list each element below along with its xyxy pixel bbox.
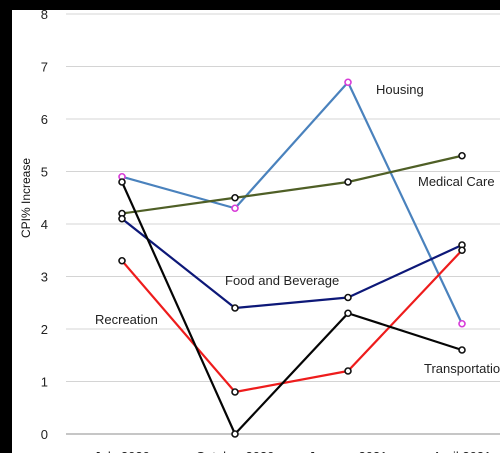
y-tick-label: 1: [41, 375, 48, 390]
data-point-recreation: [344, 367, 352, 375]
series-line-housing: [121, 81, 463, 325]
series-line-food-and-beverage: [121, 217, 463, 310]
data-point-recreation: [118, 256, 126, 265]
series-label-medical-care: Medical Care: [418, 174, 495, 189]
chart-background: [12, 10, 500, 453]
x-tick-label: October 2020: [196, 449, 275, 453]
data-point-food-and-beverage: [344, 293, 352, 302]
y-axis-label: CPI% Increase: [19, 158, 33, 238]
series-label-recreation: Recreation: [95, 312, 158, 327]
y-tick-label: 4: [41, 217, 48, 232]
data-point-recreation: [231, 388, 239, 396]
series-group: [118, 78, 466, 438]
x-tick-label: January 2021: [309, 449, 388, 453]
data-point-housing: [344, 78, 352, 87]
y-tick-label: 5: [41, 165, 48, 180]
series-line-transportation: [120, 181, 463, 436]
data-point-transportation: [344, 309, 352, 318]
y-tick-label: 3: [41, 270, 48, 285]
data-point-transportation: [118, 178, 126, 186]
series-line-medical-care: [121, 154, 463, 215]
data-point-housing: [231, 204, 239, 213]
y-tick-label: 6: [41, 112, 48, 127]
x-tick-label: July 2020: [94, 449, 150, 453]
data-point-housing: [458, 319, 466, 328]
series-label-transportation: Transportation: [424, 361, 500, 376]
series-label-food-and-beverage: Food and Beverage: [225, 273, 339, 288]
data-point-transportation: [231, 430, 239, 438]
data-point-medical-care: [344, 178, 352, 186]
y-axis-ticks: 0 1 2 3 4 5 6 7 8: [41, 7, 48, 442]
x-axis-ticks: July 2020 October 2020 January 2021 April 2…: [94, 449, 491, 453]
data-point-transportation: [458, 346, 466, 354]
series-labels: Housing Medical Care Food and Beverage Recr…: [95, 82, 500, 376]
series-label-housing: Housing: [376, 82, 424, 97]
data-point-recreation: [458, 246, 466, 255]
x-tick-label: April 2021: [433, 449, 492, 453]
gridlines: [66, 13, 500, 382]
data-point-food-and-beverage: [118, 214, 126, 223]
data-point-medical-care: [458, 151, 466, 160]
data-point-medical-care: [231, 193, 239, 202]
series-line-recreation: [121, 249, 463, 394]
y-tick-label: 0: [41, 427, 48, 442]
y-tick-label: 8: [41, 7, 48, 22]
y-tick-label: 2: [41, 322, 48, 337]
data-point-food-and-beverage: [231, 304, 239, 312]
y-tick-label: 7: [41, 60, 48, 75]
